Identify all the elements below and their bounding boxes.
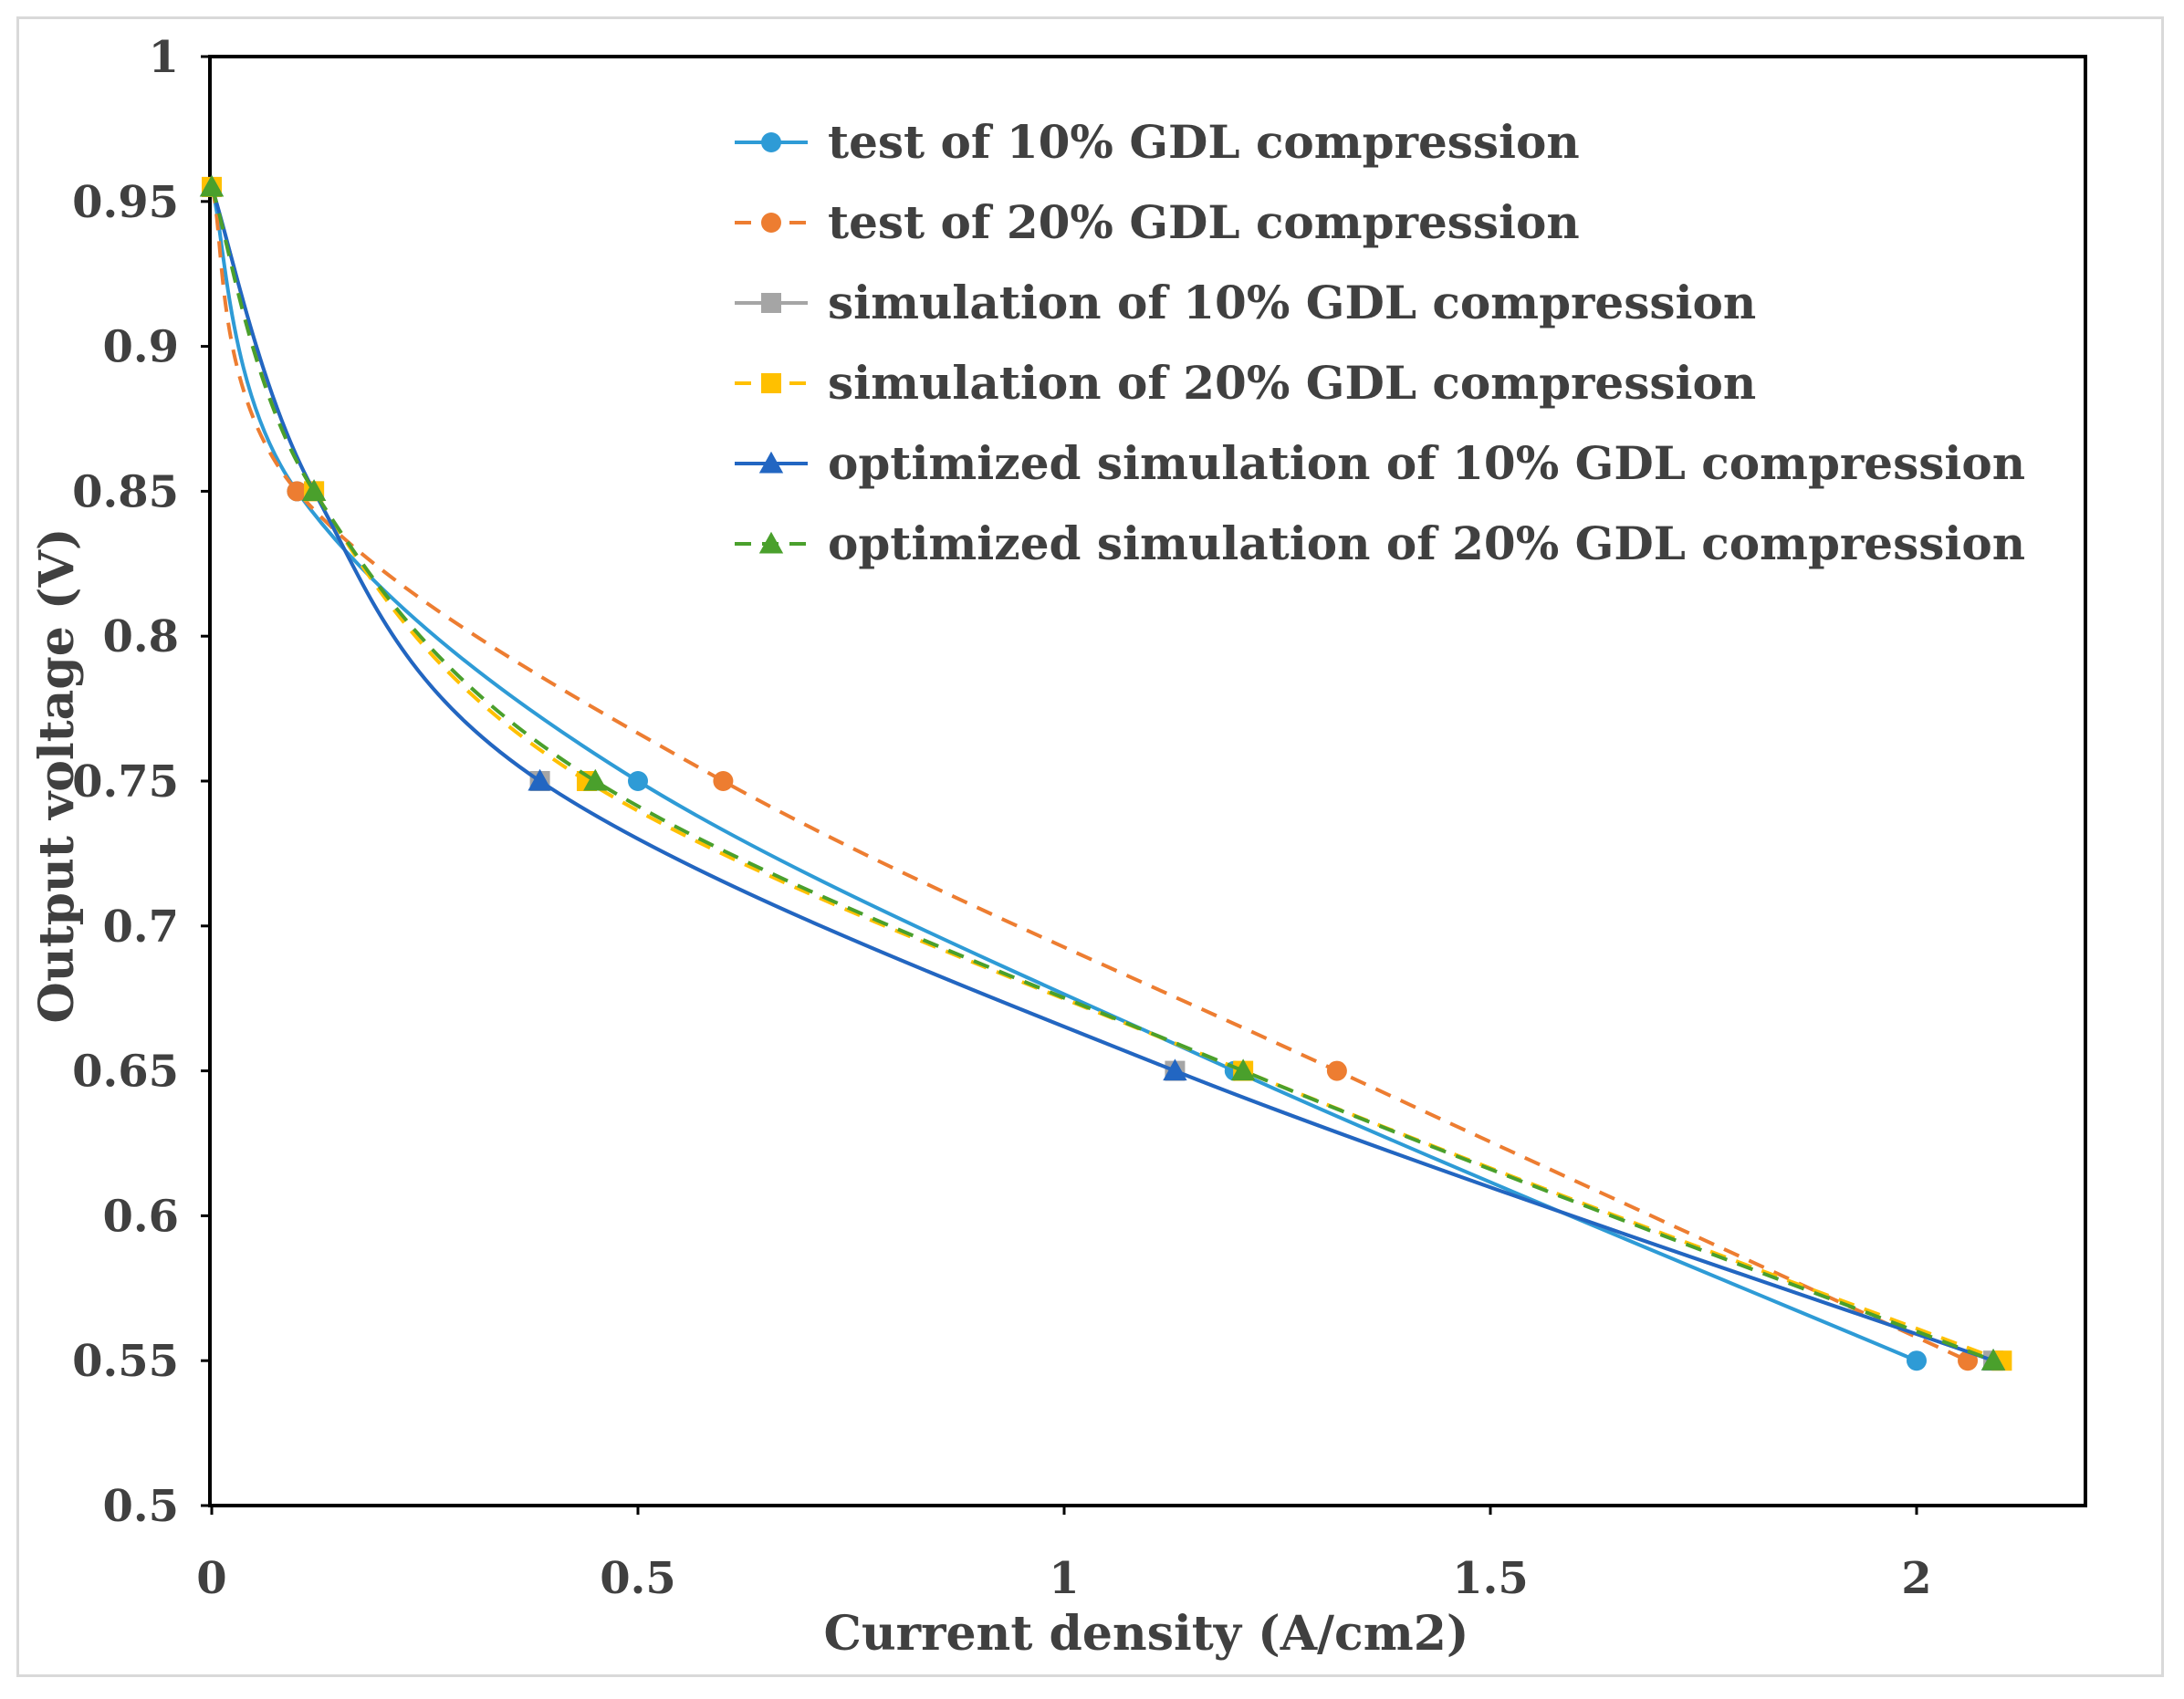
- legend: test of 10% GDL compression test of 20% G…: [735, 115, 2025, 570]
- legend-item: test of 10% GDL compression: [735, 115, 1580, 169]
- data-point: [713, 771, 734, 791]
- y-tick-label: 0.85: [72, 466, 179, 517]
- series-5: [199, 174, 2006, 1371]
- legend-swatch-marker: [758, 531, 784, 554]
- data-point: [528, 768, 552, 791]
- legend-item: optimized simulation of 10% GDL compress…: [735, 436, 2025, 490]
- y-tick-label: 0.75: [72, 756, 179, 808]
- legend-item: test of 20% GDL compression: [735, 195, 1580, 249]
- legend-label: test of 10% GDL compression: [828, 115, 1580, 169]
- y-tick-label: 0.95: [72, 177, 179, 228]
- x-tick-label: 1.5: [1452, 1553, 1529, 1604]
- legend-label: optimized simulation of 10% GDL compress…: [828, 436, 2025, 490]
- legend-item: simulation of 20% GDL compression: [735, 356, 1756, 410]
- legend-label: simulation of 10% GDL compression: [828, 276, 1756, 329]
- y-tick-label: 0.6: [102, 1191, 179, 1242]
- series-line: [210, 186, 1994, 1363]
- data-point: [628, 771, 648, 791]
- data-point: [1980, 1349, 2006, 1371]
- data-point: [301, 479, 327, 501]
- data-point: [199, 174, 225, 197]
- x-tick-label: 0.5: [600, 1553, 676, 1604]
- data-point: [583, 768, 608, 791]
- data-point: [1326, 1060, 1347, 1081]
- x-axis-label: Current density (A/cm2): [823, 1606, 1468, 1662]
- legend-swatch-marker: [761, 293, 781, 313]
- legend-swatch-marker: [758, 451, 784, 474]
- legend-swatch-marker: [761, 213, 781, 233]
- legend-label: optimized simulation of 20% GDL compress…: [828, 516, 2025, 570]
- legend-swatch-marker: [761, 132, 781, 152]
- x-tick-label: 1: [1049, 1553, 1079, 1604]
- x-tick-label: 0: [196, 1553, 226, 1604]
- data-point: [1958, 1350, 1979, 1371]
- y-tick-label: 0.65: [72, 1047, 179, 1098]
- y-tick-label: 0.55: [72, 1336, 179, 1387]
- chart-frame: [16, 16, 2164, 1677]
- x-tick-label: 2: [1901, 1553, 1931, 1604]
- legend-item: simulation of 10% GDL compression: [735, 276, 1756, 329]
- legend-swatch-marker: [761, 373, 781, 393]
- data-point: [287, 481, 308, 502]
- axes-layer: 0.5 0.55 0.6 0.65 0.7 0.75 0.8 0.85 0.9 0.95 1 0 0.5…: [72, 32, 1932, 1604]
- y-tick-label: 0.8: [102, 611, 179, 662]
- y-tick-label: 0.9: [102, 322, 179, 373]
- legend-label: simulation of 20% GDL compression: [828, 356, 1756, 410]
- data-point: [1907, 1350, 1927, 1371]
- legend-item: optimized simulation of 20% GDL compress…: [735, 516, 2025, 570]
- series-line: [210, 186, 1994, 1363]
- data-point: [1230, 1058, 1256, 1081]
- y-tick-label: 1: [149, 32, 179, 83]
- data-point: [1163, 1058, 1187, 1081]
- series-layer: [199, 174, 2012, 1371]
- series-line: [210, 186, 1969, 1363]
- series-6: [199, 174, 2006, 1371]
- y-tick-label: 0.7: [102, 902, 179, 953]
- y-tick-label: 0.5: [102, 1481, 179, 1532]
- legend-label: test of 20% GDL compression: [828, 195, 1580, 249]
- y-axis-label: Output voltage (V): [29, 528, 85, 1024]
